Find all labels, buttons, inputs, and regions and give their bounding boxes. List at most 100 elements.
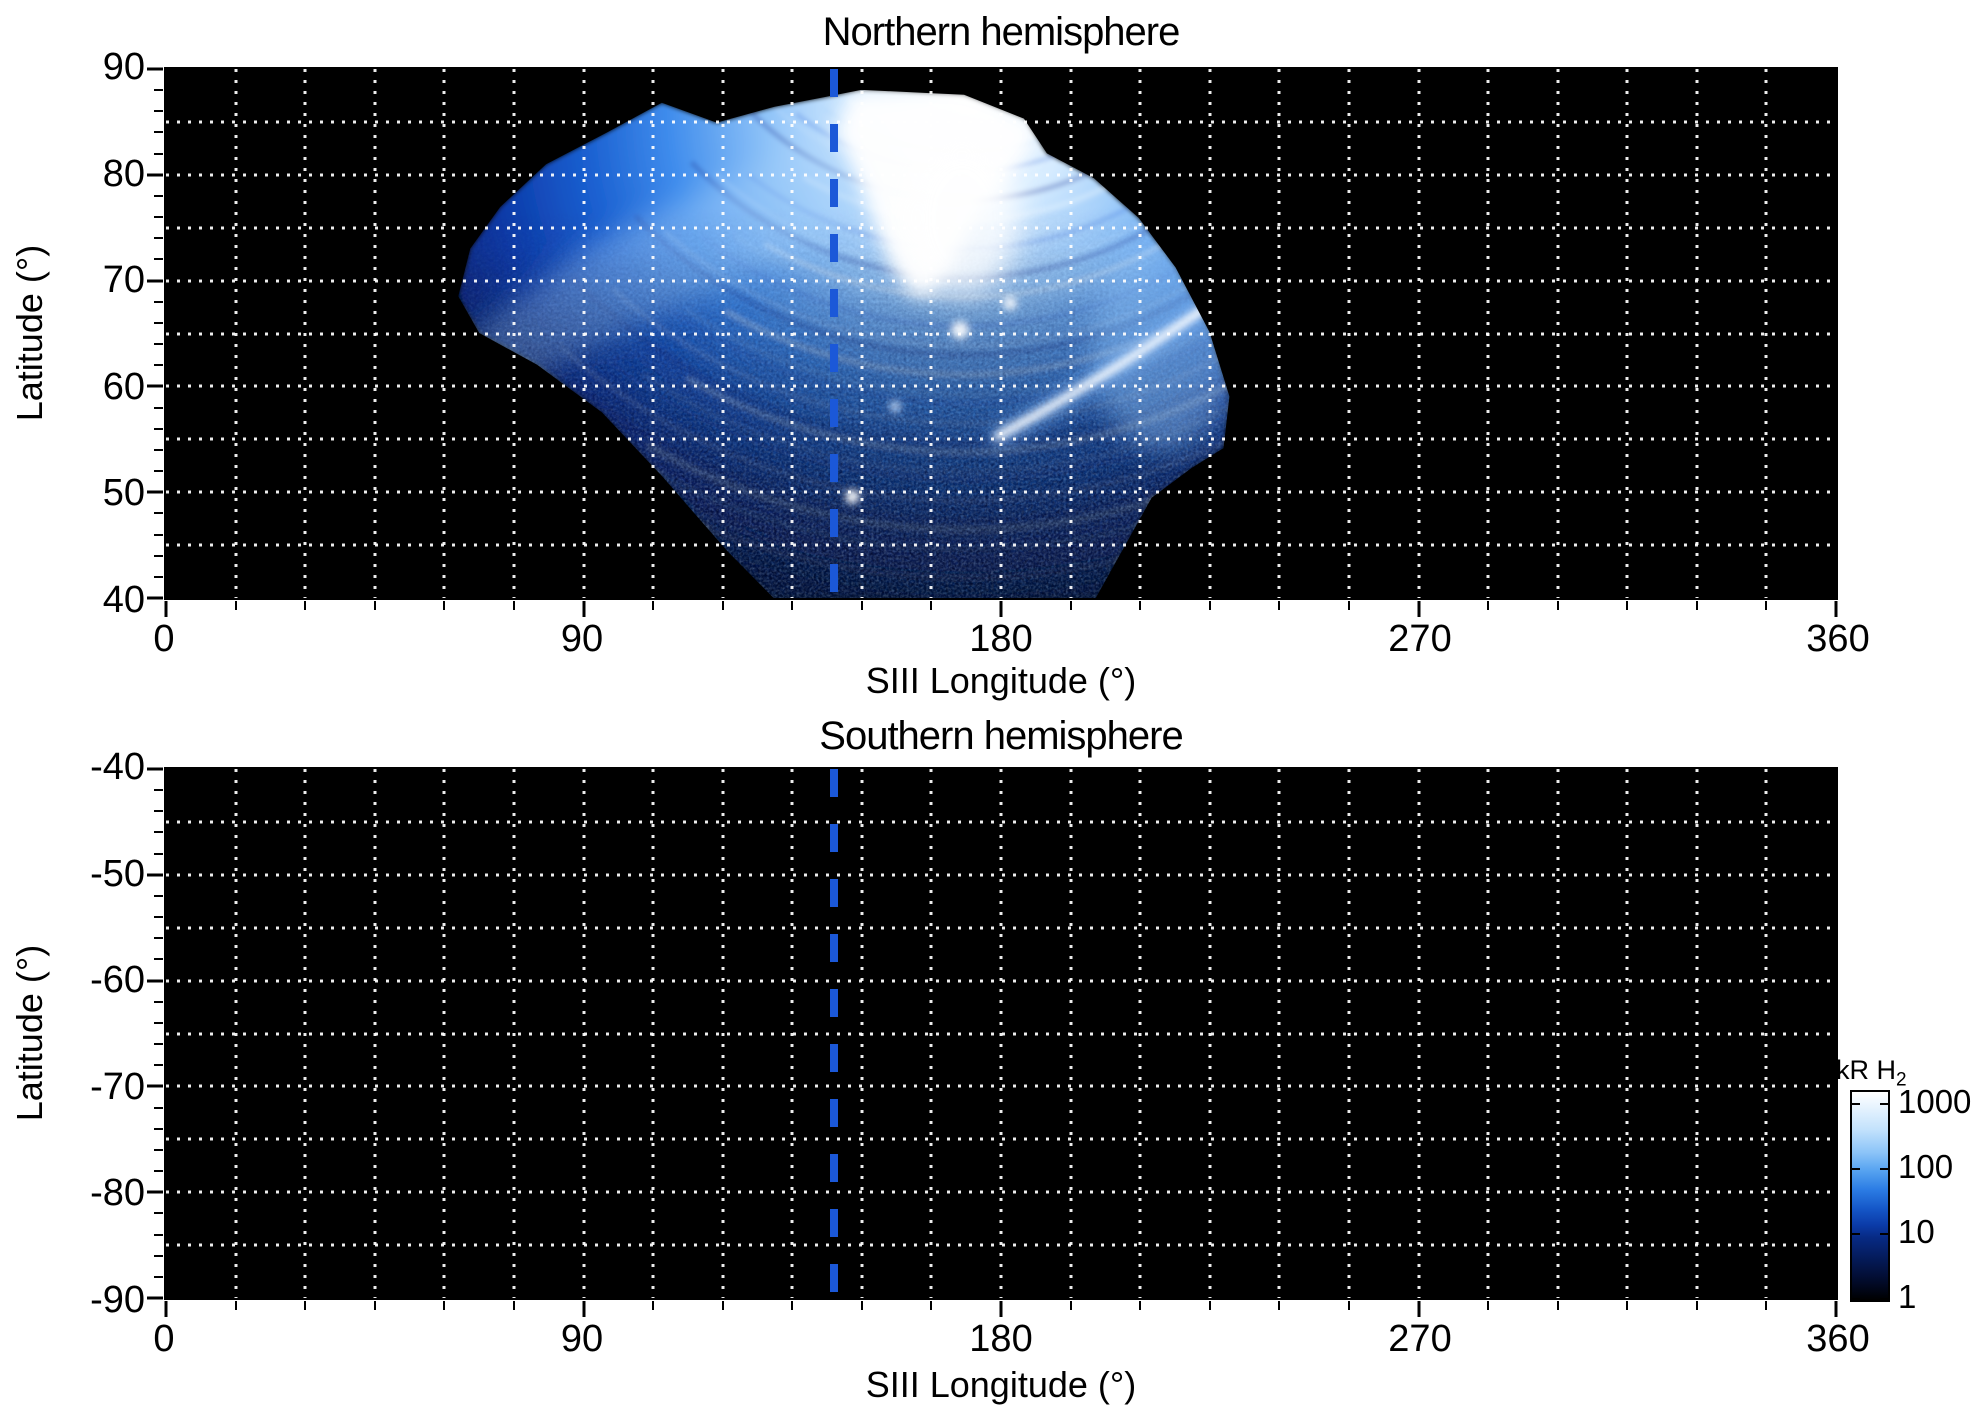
north-x-axis-label: SIII Longitude (°) bbox=[865, 660, 1137, 701]
y-axis-tick bbox=[154, 194, 163, 197]
x-axis-tick bbox=[930, 601, 933, 610]
x-axis-tick bbox=[582, 1301, 585, 1317]
y-axis-tick bbox=[154, 789, 163, 792]
y-axis-tick bbox=[154, 575, 163, 578]
x-axis-tick bbox=[234, 601, 237, 610]
y-axis-tick bbox=[154, 937, 163, 940]
gridline-vertical bbox=[1138, 769, 1142, 1298]
colorbar-tick-label: 1000 bbox=[1898, 1083, 1972, 1120]
y-tick-label: 60 bbox=[102, 365, 145, 408]
gridline-vertical bbox=[721, 769, 725, 1298]
x-tick-label: 90 bbox=[560, 1318, 604, 1360]
x-axis-tick bbox=[1069, 1301, 1072, 1310]
y-axis-tick bbox=[154, 131, 163, 134]
y-tick-label: -90 bbox=[90, 1279, 145, 1321]
y-axis-tick bbox=[154, 810, 163, 813]
y-axis-tick bbox=[154, 1148, 163, 1151]
x-axis-tick bbox=[1069, 601, 1072, 610]
y-axis-tick bbox=[154, 1212, 163, 1215]
y-axis-tick bbox=[147, 873, 163, 877]
y-axis-tick bbox=[154, 321, 163, 324]
aurora-bright-spot bbox=[889, 400, 902, 413]
aurora-right-glow bbox=[1091, 242, 1230, 452]
x-axis-tick bbox=[582, 601, 585, 617]
y-axis-tick bbox=[154, 110, 163, 113]
y-axis-tick bbox=[154, 958, 163, 961]
x-axis-tick bbox=[164, 1301, 168, 1317]
x-axis-tick bbox=[721, 601, 724, 610]
gridline-vertical bbox=[1625, 769, 1629, 1298]
gridline-horizontal bbox=[166, 926, 1836, 930]
colorbar-tick bbox=[1852, 1298, 1860, 1300]
x-axis-tick bbox=[1417, 1301, 1420, 1317]
x-axis-tick bbox=[652, 601, 655, 610]
y-axis-tick bbox=[154, 364, 163, 367]
y-axis-tick bbox=[147, 1190, 163, 1194]
x-axis-tick bbox=[1626, 601, 1629, 610]
x-axis-tick bbox=[1695, 1301, 1698, 1310]
y-tick-label: 70 bbox=[102, 259, 145, 302]
x-axis-tick bbox=[1834, 601, 1838, 617]
x-axis-tick bbox=[1765, 601, 1768, 610]
y-axis-tick bbox=[154, 152, 163, 155]
y-axis-tick bbox=[154, 300, 163, 303]
aurora-bright-spot bbox=[1002, 296, 1017, 311]
y-axis-tick bbox=[154, 1233, 163, 1236]
gridline-vertical bbox=[790, 769, 794, 1298]
y-axis-tick bbox=[147, 596, 163, 600]
north-panel-plot-area bbox=[147, 67, 1838, 617]
y-axis-tick bbox=[154, 1254, 163, 1257]
x-tick-label: 270 bbox=[1388, 1318, 1452, 1360]
gridline-horizontal bbox=[166, 873, 1836, 877]
y-axis-tick bbox=[154, 1106, 163, 1109]
gridline-vertical bbox=[582, 769, 585, 1298]
y-tick-label: 50 bbox=[102, 472, 145, 515]
gridline-horizontal bbox=[166, 1190, 1836, 1194]
y-tick-label: -70 bbox=[90, 1065, 145, 1108]
y-tick-label: -50 bbox=[90, 852, 145, 895]
gridline-vertical bbox=[1417, 769, 1420, 1298]
x-axis-tick bbox=[930, 1301, 933, 1310]
gridline-vertical bbox=[303, 769, 307, 1298]
colorbar-unit-label: kR H2 bbox=[1836, 1055, 1907, 1091]
x-axis-tick bbox=[304, 601, 307, 610]
colorbar-tick bbox=[1880, 1233, 1888, 1235]
gridline-vertical bbox=[929, 769, 933, 1298]
colorbar-tick bbox=[1880, 1298, 1888, 1300]
x-axis-tick bbox=[1208, 601, 1211, 610]
x-axis-tick bbox=[1695, 601, 1698, 610]
aurora-bright-arc bbox=[994, 304, 1209, 441]
x-axis-tick bbox=[304, 1301, 307, 1310]
y-axis-tick bbox=[154, 512, 163, 515]
y-axis-tick bbox=[154, 1127, 163, 1130]
y-tick-label: 80 bbox=[102, 152, 145, 195]
x-tick-label: 180 bbox=[969, 618, 1033, 660]
gridline-horizontal bbox=[166, 1032, 1836, 1035]
x-axis-tick bbox=[373, 1301, 376, 1310]
x-axis-tick bbox=[1139, 1301, 1142, 1310]
x-axis-tick bbox=[1765, 1301, 1768, 1310]
x-axis-tick bbox=[652, 1301, 655, 1310]
y-axis-tick bbox=[147, 279, 163, 283]
y-axis-tick bbox=[154, 1021, 163, 1024]
colorbar-tick bbox=[1880, 1103, 1888, 1105]
x-axis-tick bbox=[164, 601, 168, 617]
x-axis-tick bbox=[999, 601, 1003, 617]
y-axis-tick bbox=[154, 427, 163, 430]
y-axis-tick bbox=[154, 1170, 163, 1173]
x-axis-tick bbox=[860, 601, 863, 610]
x-tick-label: 360 bbox=[1806, 1318, 1870, 1360]
south-panel-title: Southern hemisphere bbox=[819, 714, 1183, 758]
x-tick-label: 90 bbox=[560, 618, 604, 660]
south-x-axis-label: SIII Longitude (°) bbox=[865, 1364, 1137, 1405]
north-y-axis-label: Latitude (°) bbox=[9, 244, 50, 422]
gridline-horizontal bbox=[166, 820, 1836, 824]
y-axis-tick bbox=[154, 831, 163, 834]
x-tick-label: 360 bbox=[1806, 618, 1870, 660]
x-axis-tick bbox=[1487, 601, 1490, 610]
gridline-vertical bbox=[860, 769, 864, 1298]
gridline-vertical bbox=[1695, 769, 1699, 1298]
y-axis-tick bbox=[154, 258, 163, 261]
y-axis-tick bbox=[154, 470, 163, 473]
x-axis-tick bbox=[1626, 1301, 1629, 1310]
